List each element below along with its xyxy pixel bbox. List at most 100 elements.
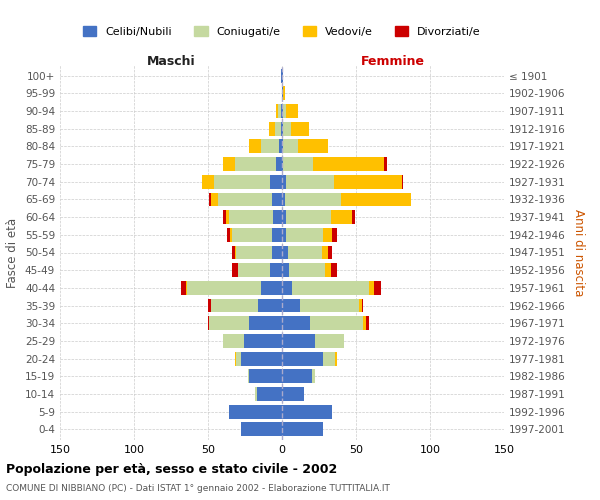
Bar — [232, 228, 272, 241]
Y-axis label: Fasce di età: Fasce di età — [7, 218, 19, 288]
Bar — [288, 246, 322, 260]
Bar — [282, 370, 311, 383]
Bar — [311, 370, 314, 383]
Bar — [186, 281, 187, 295]
Bar — [272, 192, 282, 206]
Bar — [270, 175, 282, 188]
Text: Femmine: Femmine — [361, 54, 425, 68]
Legend: Celibi/Nubili, Coniugati/e, Vedovi/e, Divorziati/e: Celibi/Nubili, Coniugati/e, Vedovi/e, Di… — [79, 22, 485, 41]
Bar — [223, 210, 226, 224]
Bar — [281, 122, 282, 136]
Bar — [235, 352, 236, 366]
Bar — [261, 140, 279, 153]
Bar — [227, 228, 230, 241]
Bar — [323, 352, 335, 366]
Bar — [272, 246, 282, 260]
Bar — [250, 140, 261, 153]
Bar — [281, 68, 282, 82]
Bar — [214, 175, 270, 188]
Bar — [283, 86, 285, 100]
Bar — [250, 316, 282, 330]
Bar — [229, 405, 282, 418]
Bar — [352, 210, 355, 224]
Bar — [292, 281, 370, 295]
Bar — [286, 104, 298, 118]
Bar — [236, 246, 272, 260]
Bar — [384, 157, 387, 171]
Bar — [282, 228, 286, 241]
Bar — [223, 157, 235, 171]
Bar — [272, 228, 282, 241]
Bar — [283, 122, 291, 136]
Bar — [211, 298, 259, 312]
Bar — [325, 264, 331, 277]
Bar — [232, 246, 235, 260]
Bar — [359, 298, 362, 312]
Bar — [256, 387, 257, 401]
Bar — [209, 192, 211, 206]
Bar — [283, 104, 286, 118]
Bar — [313, 157, 384, 171]
Bar — [236, 352, 241, 366]
Bar — [282, 157, 283, 171]
Bar — [282, 316, 310, 330]
Bar — [235, 246, 236, 260]
Bar — [248, 370, 250, 383]
Bar — [282, 422, 323, 436]
Text: Popolazione per età, sesso e stato civile - 2002: Popolazione per età, sesso e stato civil… — [6, 462, 337, 475]
Bar — [187, 281, 261, 295]
Bar — [331, 264, 337, 277]
Bar — [230, 228, 232, 241]
Y-axis label: Anni di nascita: Anni di nascita — [572, 209, 585, 296]
Bar — [282, 334, 314, 348]
Bar — [283, 157, 313, 171]
Bar — [364, 316, 367, 330]
Bar — [281, 104, 282, 118]
Bar — [282, 86, 283, 100]
Bar — [181, 281, 186, 295]
Bar — [209, 316, 250, 330]
Bar — [273, 210, 282, 224]
Bar — [286, 228, 323, 241]
Bar — [282, 298, 300, 312]
Bar — [332, 228, 337, 241]
Bar — [241, 422, 282, 436]
Bar — [208, 298, 211, 312]
Bar — [285, 192, 341, 206]
Bar — [289, 264, 325, 277]
Bar — [241, 352, 282, 366]
Bar — [402, 175, 403, 188]
Bar — [269, 122, 275, 136]
Bar — [283, 140, 298, 153]
Bar — [322, 246, 328, 260]
Bar — [282, 192, 285, 206]
Bar — [250, 370, 282, 383]
Bar — [286, 175, 334, 188]
Bar — [282, 104, 283, 118]
Bar — [226, 210, 229, 224]
Bar — [208, 316, 209, 330]
Bar — [211, 192, 218, 206]
Bar — [362, 298, 364, 312]
Bar — [282, 246, 288, 260]
Bar — [279, 140, 282, 153]
Bar — [259, 298, 282, 312]
Bar — [334, 175, 402, 188]
Bar — [275, 122, 281, 136]
Bar — [223, 334, 244, 348]
Bar — [314, 334, 344, 348]
Bar — [300, 298, 359, 312]
Bar — [282, 68, 283, 82]
Bar — [276, 104, 278, 118]
Bar — [282, 281, 292, 295]
Bar — [238, 264, 270, 277]
Bar — [232, 264, 238, 277]
Bar — [291, 122, 308, 136]
Text: COMUNE DI NIBBIANO (PC) - Dati ISTAT 1° gennaio 2002 - Elaborazione TUTTITALIA.I: COMUNE DI NIBBIANO (PC) - Dati ISTAT 1° … — [6, 484, 390, 493]
Bar — [298, 140, 328, 153]
Bar — [202, 175, 214, 188]
Bar — [282, 264, 289, 277]
Bar — [218, 192, 272, 206]
Bar — [257, 387, 282, 401]
Bar — [335, 352, 337, 366]
